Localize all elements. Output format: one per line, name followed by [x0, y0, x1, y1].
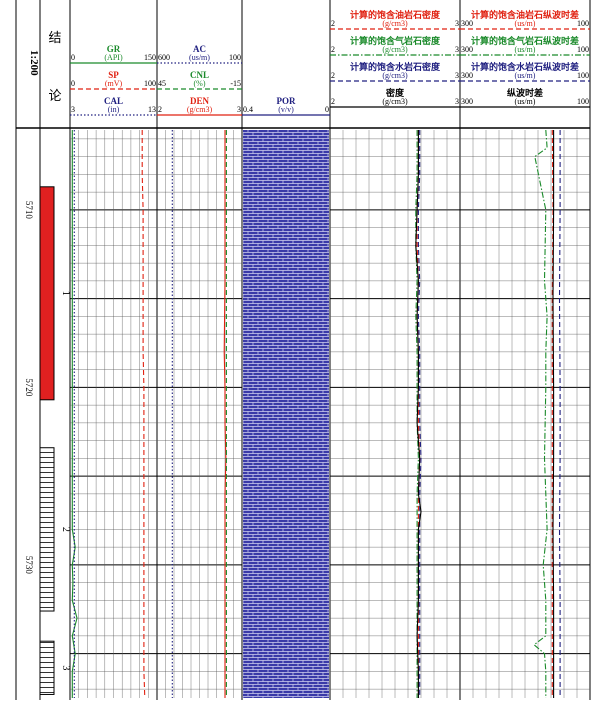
- curve-name: 计算的饱含水岩石密度: [350, 61, 441, 72]
- log-curve: [141, 130, 146, 699]
- log-curves: [71, 129, 561, 699]
- conclusion-header-2: 论: [48, 88, 61, 103]
- layer-block: [39, 447, 55, 612]
- log-curve: [533, 129, 548, 698]
- curve-unit: (in): [108, 105, 120, 114]
- curve-name: CAL: [104, 96, 123, 106]
- curve-min: 2: [331, 97, 335, 106]
- curve-max: 3: [237, 105, 241, 114]
- curve-min: 300: [461, 19, 473, 28]
- layer-label: 3: [60, 665, 71, 670]
- curve-min: 2: [331, 45, 335, 54]
- curve-name: CNL: [190, 70, 209, 80]
- curve-name: SP: [108, 70, 119, 80]
- layer-block: [39, 186, 55, 401]
- curve-min: 0: [71, 79, 75, 88]
- curve-max: 3: [455, 19, 459, 28]
- curve-max: 100: [577, 71, 589, 80]
- curve-max: 3: [455, 45, 459, 54]
- curve-unit: (API): [104, 53, 123, 62]
- curve-unit: (g/cm3): [382, 71, 408, 80]
- curve-unit: (us/m): [189, 53, 210, 62]
- curve-name: DEN: [190, 96, 210, 106]
- curve-max: 100: [577, 19, 589, 28]
- curve-min: 300: [461, 97, 473, 106]
- curve-name: AC: [193, 44, 206, 54]
- curve-name: 纵波时差: [507, 87, 543, 98]
- chart-frame: [15, 0, 591, 700]
- scale-label: 1:200: [28, 50, 40, 76]
- curve-max: 0: [325, 105, 329, 114]
- curve-unit: (us/m): [515, 19, 536, 28]
- curve-unit: (g/cm3): [382, 97, 408, 106]
- curve-max: 3: [455, 71, 459, 80]
- curve-max: 3: [455, 97, 459, 106]
- depth-column: 5710 5720 5730: [24, 201, 34, 575]
- por-fill: [243, 130, 329, 698]
- curve-unit: (v/v): [278, 105, 294, 114]
- depth-label: 5720: [24, 378, 34, 397]
- curve-name: 计算的饱含油岩石纵波时差: [471, 9, 579, 20]
- curve-name: 计算的饱含水岩石纵波时差: [471, 61, 579, 72]
- layer-label: 2: [60, 527, 71, 532]
- layer-column: 1 2 3: [39, 186, 71, 695]
- curve-max: -15: [230, 79, 241, 88]
- curve-unit: (us/m): [515, 97, 536, 106]
- curve-max: 100: [577, 97, 589, 106]
- curve-min: 2: [158, 105, 162, 114]
- curve-min: 3: [71, 105, 75, 114]
- curve-min: 300: [461, 45, 473, 54]
- curve-unit: (mV): [105, 79, 123, 88]
- curve-unit: (g/cm3): [382, 19, 408, 28]
- log-grid: [70, 130, 590, 698]
- curve-max: 100: [229, 53, 241, 62]
- log-curve: [223, 130, 227, 698]
- curve-unit: (g/cm3): [187, 105, 213, 114]
- log-curve: [417, 130, 422, 698]
- curve-name: GR: [107, 44, 121, 54]
- conclusion-header-1: 结: [48, 30, 61, 45]
- log-curve: [558, 130, 561, 698]
- depth-label: 5710: [24, 201, 34, 220]
- log-curve: [551, 129, 554, 698]
- curve-min: 0.4: [243, 105, 253, 114]
- log-curve: [71, 130, 78, 698]
- log-curve: [415, 130, 422, 698]
- curve-max: 100: [577, 45, 589, 54]
- curve-min: 2: [331, 71, 335, 80]
- curve-max: 100: [144, 79, 156, 88]
- curve-min: 45: [158, 79, 166, 88]
- curve-unit: (g/cm3): [382, 45, 408, 54]
- log-curve: [552, 130, 555, 698]
- curve-min: 0: [71, 53, 75, 62]
- curve-min: 300: [461, 71, 473, 80]
- layer-label: 1: [60, 291, 71, 296]
- curve-name: 密度: [385, 87, 405, 98]
- curve-name: POR: [277, 96, 296, 106]
- curve-min: 2: [331, 19, 335, 28]
- curve-unit: (us/m): [515, 45, 536, 54]
- curve-max: 150: [144, 53, 156, 62]
- curve-max: 13: [148, 105, 156, 114]
- curve-min: 600: [158, 53, 170, 62]
- curve-unit: (us/m): [515, 71, 536, 80]
- curve-name: 计算的饱含油岩石密度: [350, 9, 441, 20]
- layer-block: [39, 640, 55, 695]
- depth-label: 5730: [24, 556, 34, 575]
- curve-name: 计算的饱含气岩石纵波时差: [471, 35, 579, 46]
- curve-name: 计算的饱含气岩石密度: [350, 35, 441, 46]
- curve-unit: (%): [194, 79, 206, 88]
